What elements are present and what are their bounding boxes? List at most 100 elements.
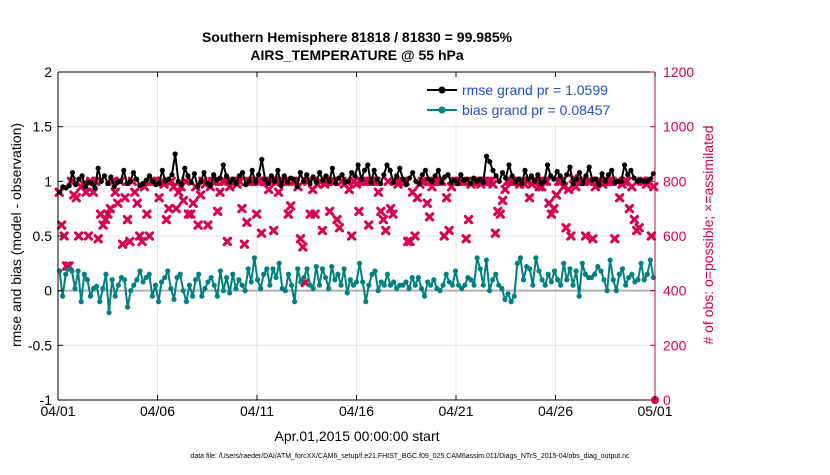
bias-point: [332, 277, 338, 283]
bias-point: [400, 282, 406, 288]
bias-point: [421, 293, 428, 299]
rmse-point: [146, 173, 153, 179]
bias-point: [60, 293, 66, 299]
bias-point: [490, 277, 496, 283]
bias-point: [72, 285, 78, 292]
obs-marker: [132, 198, 142, 208]
obs-marker-stroke: [273, 187, 284, 197]
obs-marker-stroke: [212, 206, 223, 217]
bias-point: [474, 255, 480, 261]
obs-marker-stroke: [117, 239, 128, 249]
obs-marker: [488, 179, 498, 189]
rmse-point: [66, 183, 72, 189]
bias-point: [193, 277, 199, 283]
bias-point: [288, 282, 295, 288]
bias-point: [517, 255, 524, 261]
chart-title: Southern Hemisphere 81818 / 81830 = 99.9…: [202, 29, 513, 45]
y-left-tick-label: 0: [44, 283, 52, 299]
bias-point: [276, 260, 282, 266]
rmse-point: [422, 167, 429, 173]
bias-point: [171, 296, 177, 303]
rmse-point: [435, 167, 441, 173]
obs-marker: [215, 187, 225, 197]
y-left-tick-label: 1.5: [33, 119, 53, 135]
obs-marker: [412, 193, 423, 203]
bias-point: [261, 271, 267, 277]
bias-point: [106, 309, 112, 316]
y-left-tick-label: -1: [40, 392, 53, 408]
obs-marker: [125, 236, 135, 247]
bias-point: [205, 279, 211, 285]
rmse-point: [73, 182, 79, 188]
rmse-point: [294, 184, 300, 190]
obs-marker-stroke: [298, 242, 308, 252]
bias-point: [619, 266, 626, 272]
bias-point: [214, 293, 220, 299]
obs-marker-stroke: [215, 187, 225, 197]
obs-marker: [634, 223, 644, 233]
bias-point: [310, 285, 316, 292]
obs-marker-stroke: [125, 236, 135, 247]
bias-point: [545, 271, 551, 277]
bias-point: [236, 277, 242, 283]
rmse-point: [487, 159, 493, 165]
obs-marker-stroke: [334, 223, 345, 233]
bias-point: [338, 282, 344, 288]
obs-marker: [588, 234, 598, 244]
obs-marker-stroke: [186, 209, 196, 219]
bias-point: [641, 277, 647, 283]
bias-point: [505, 291, 511, 297]
obs-marker-stroke: [624, 203, 635, 214]
obs-marker-stroke: [463, 214, 474, 225]
bias-point: [316, 282, 322, 288]
rmse-point: [390, 179, 397, 186]
obs-marker: [110, 187, 120, 197]
obs-marker: [144, 231, 155, 241]
bias-point: [273, 274, 279, 281]
rmse-point: [493, 173, 499, 179]
obs-marker-stroke: [264, 184, 274, 195]
bias-point: [285, 271, 292, 277]
obs-marker-stroke: [495, 209, 505, 219]
bias-point: [511, 293, 517, 299]
y-left-tick-label: -0.5: [28, 337, 52, 353]
rmse-point: [166, 176, 172, 182]
obs-marker-stroke: [237, 203, 247, 214]
rmse-point: [403, 182, 409, 188]
rmse-point: [329, 165, 336, 171]
obs-marker-stroke: [614, 193, 625, 203]
rmse-point: [576, 169, 583, 176]
bias-point: [307, 282, 313, 288]
bias-point: [251, 255, 258, 261]
bias-point: [644, 271, 650, 277]
bias-point: [242, 288, 248, 294]
rmse-point: [198, 178, 204, 184]
obs-marker: [500, 184, 510, 195]
rmse-point: [76, 176, 82, 182]
rmse-point: [387, 167, 393, 173]
obs-marker-stroke: [120, 193, 130, 203]
rmse-point: [480, 179, 486, 186]
bias-point: [134, 277, 140, 283]
bias-point: [155, 299, 162, 305]
obs-marker: [154, 193, 164, 203]
rmse-point: [541, 178, 547, 184]
obs-marker: [222, 236, 233, 247]
bias-point: [350, 282, 357, 288]
obs-marker: [117, 239, 128, 249]
rmse-point: [361, 167, 368, 173]
bias-point: [508, 299, 514, 305]
obs-marker-stroke: [444, 225, 454, 236]
rmse-point: [573, 176, 579, 182]
rmse-point: [284, 179, 291, 186]
obs-marker: [378, 214, 389, 225]
bias-point: [162, 274, 168, 281]
rmse-point: [631, 175, 637, 181]
obs-marker-stroke: [588, 234, 598, 244]
rmse-point: [185, 173, 191, 179]
bias-point: [341, 266, 347, 272]
bias-point: [567, 266, 573, 272]
obs-marker: [268, 225, 279, 236]
obs-marker-stroke: [122, 214, 133, 225]
rmse-point: [400, 176, 406, 182]
